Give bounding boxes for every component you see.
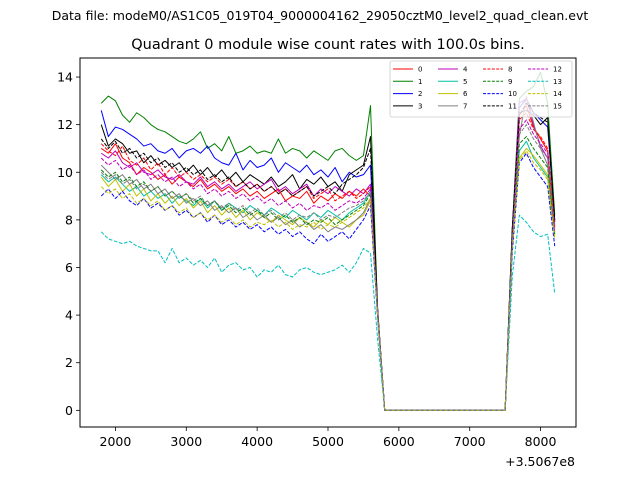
legend-label-15: 15 — [553, 102, 562, 110]
legend-label-13: 13 — [553, 78, 562, 86]
x-tick-label: 3000 — [170, 434, 202, 449]
y-tick-label: 0 — [65, 403, 73, 418]
y-tick-label: 6 — [65, 260, 73, 275]
x-axis-offset-label: +3.5067e8 — [505, 454, 575, 469]
legend-label-4: 4 — [463, 66, 468, 74]
legend-label-14: 14 — [553, 90, 562, 98]
series-line-15 — [100, 124, 556, 411]
legend-label-0: 0 — [418, 66, 422, 74]
legend-label-5: 5 — [463, 78, 467, 86]
legend-label-1: 1 — [418, 78, 422, 86]
series-layer — [100, 71, 556, 411]
chart-title: Quadrant 0 module wise count rates with … — [131, 37, 525, 53]
legend-label-3: 3 — [418, 102, 422, 110]
legend-label-7: 7 — [463, 102, 467, 110]
x-tick-label: 2000 — [100, 434, 132, 449]
figure-suptitle: Data file: modeM0/AS1C05_019T04_90000041… — [52, 8, 589, 23]
x-tick-label: 8000 — [525, 434, 557, 449]
series-line-10 — [100, 152, 556, 411]
legend-label-8: 8 — [508, 66, 512, 74]
legend-label-10: 10 — [508, 90, 517, 98]
x-tick-label: 4000 — [241, 434, 273, 449]
legend-label-11: 11 — [508, 102, 517, 110]
y-tick-label: 14 — [57, 70, 73, 85]
y-tick-label: 8 — [65, 212, 73, 227]
legend-box — [389, 60, 573, 118]
legend-label-2: 2 — [418, 90, 422, 98]
y-tick-label: 10 — [57, 165, 73, 180]
x-tick-label: 6000 — [383, 434, 415, 449]
legend-label-9: 9 — [508, 78, 512, 86]
legend-label-12: 12 — [553, 66, 562, 74]
x-tick-label: 7000 — [454, 434, 486, 449]
legend-label-6: 6 — [463, 90, 468, 98]
y-tick-label: 4 — [65, 308, 73, 323]
y-tick-label: 12 — [57, 117, 73, 132]
x-tick-label: 5000 — [312, 434, 344, 449]
y-tick-label: 2 — [65, 355, 73, 370]
